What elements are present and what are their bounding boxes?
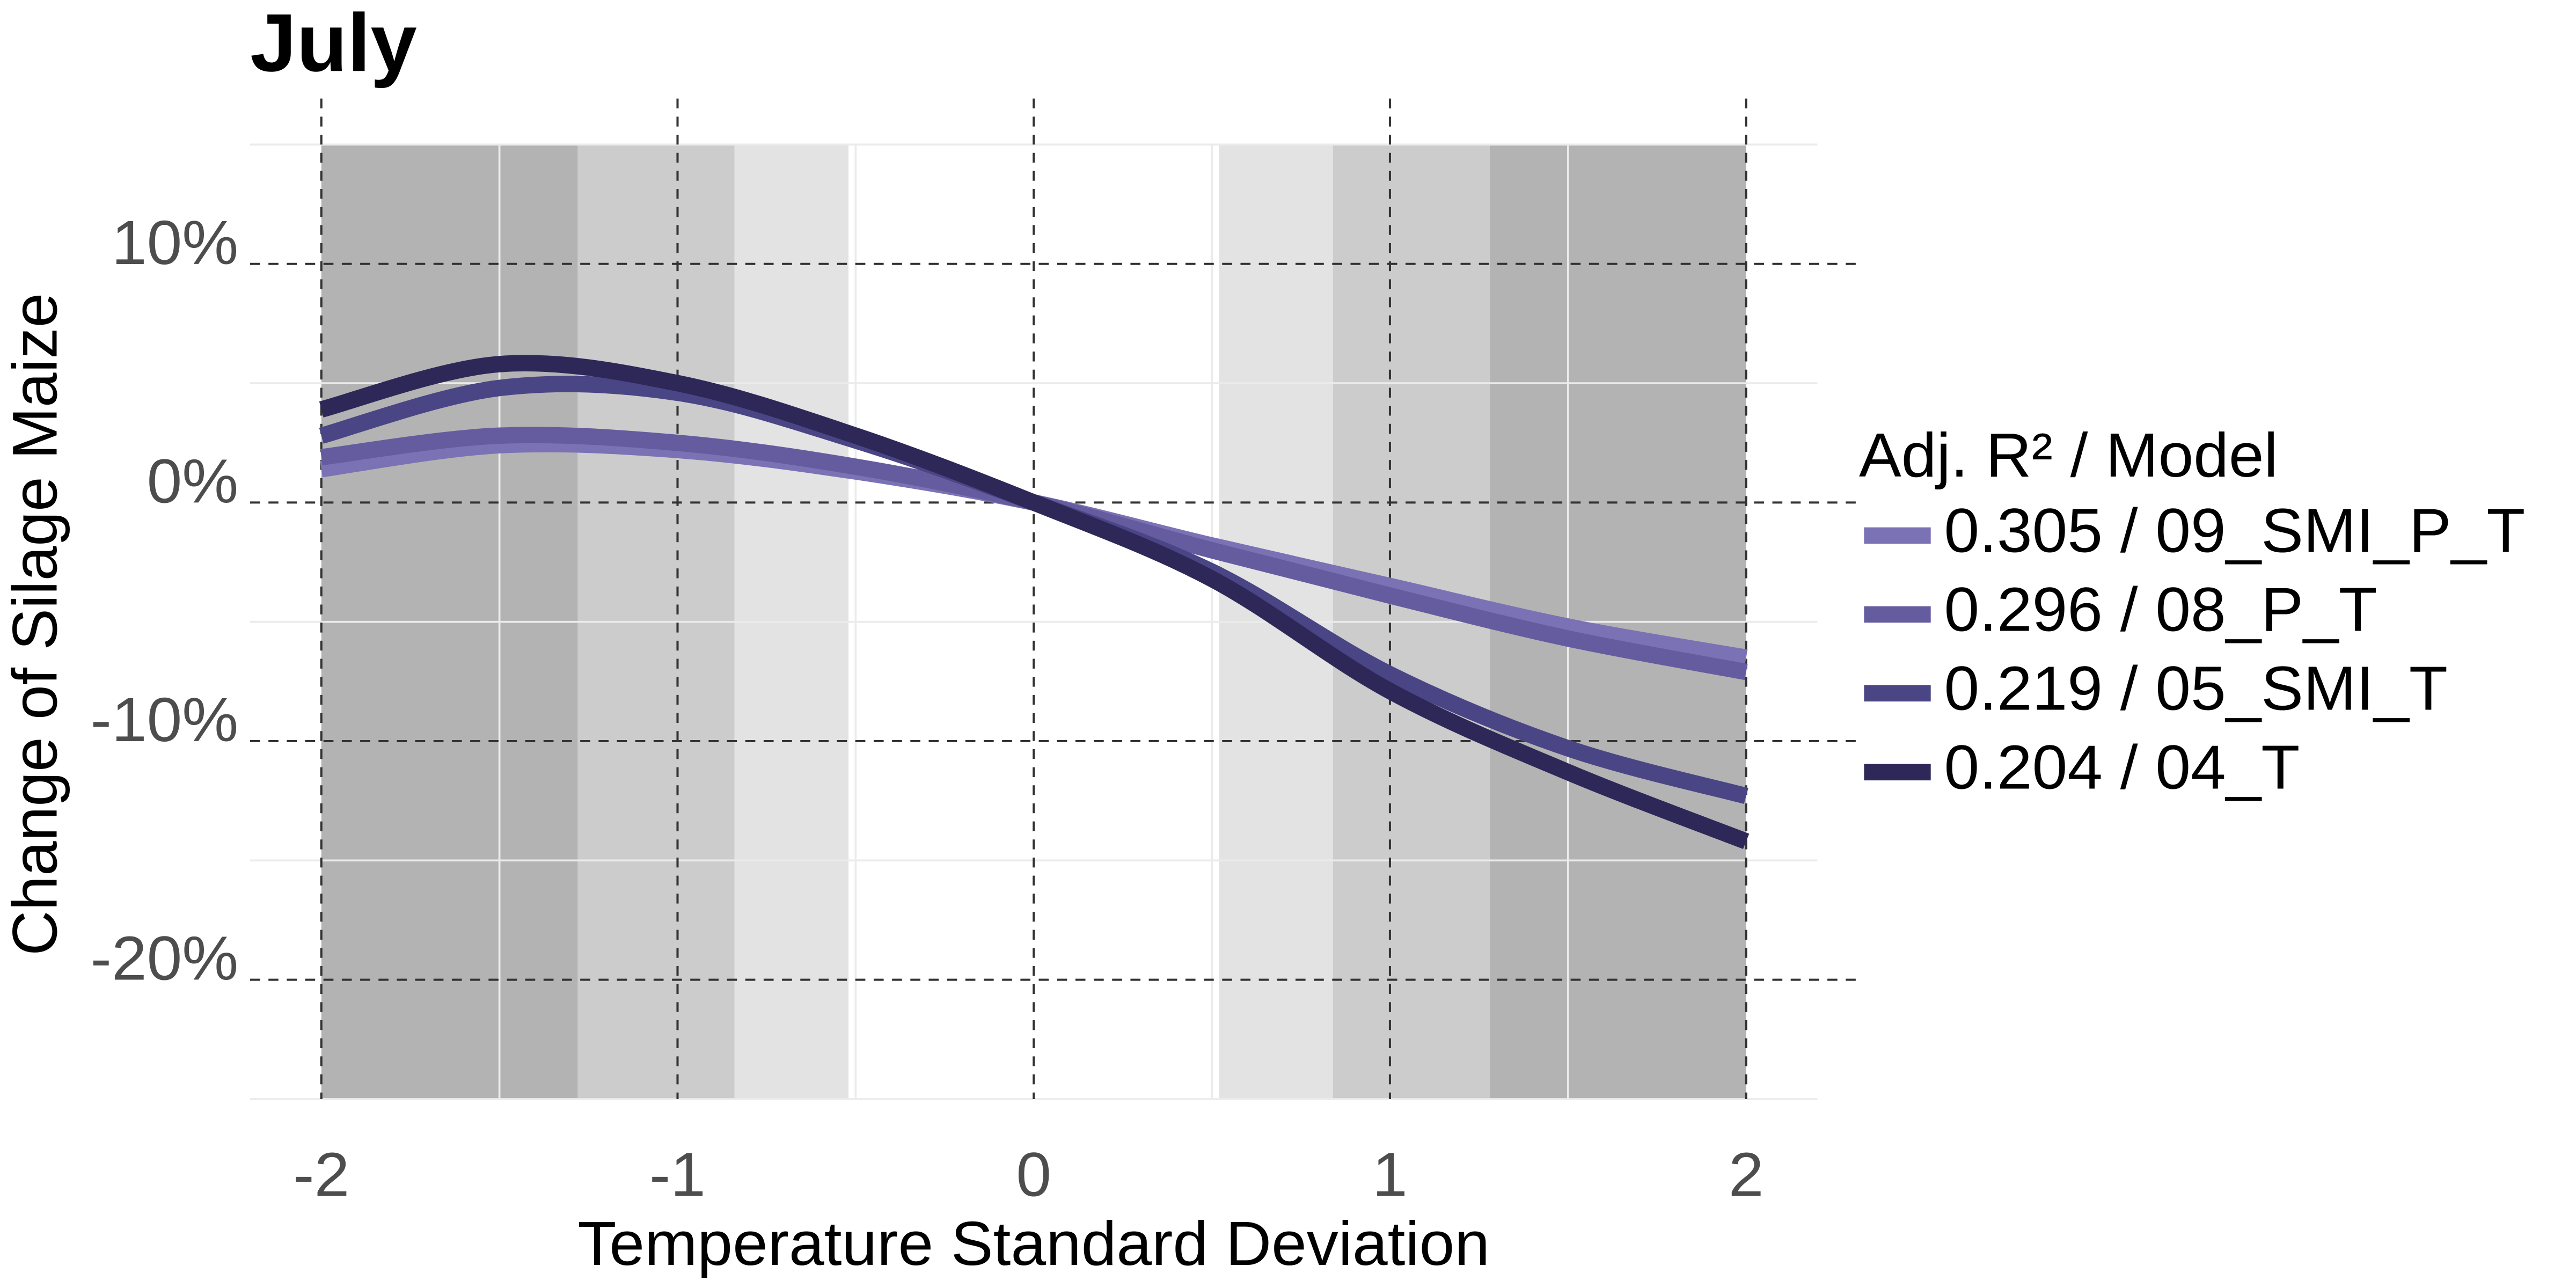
legend-title: Adj. R² / Model — [1859, 420, 2278, 490]
x-tick-label: 0 — [1016, 1139, 1051, 1209]
legend-label: 0.219 / 05_SMI_T — [1944, 653, 2448, 723]
legend-label: 0.305 / 09_SMI_P_T — [1944, 495, 2526, 565]
y-tick-label: 0% — [147, 446, 239, 516]
chart-title: July — [250, 0, 417, 89]
x-axis-title: Temperature Standard Deviation — [577, 1209, 1490, 1278]
x-tick-label: -1 — [649, 1139, 706, 1209]
y-tick-label: -10% — [91, 685, 239, 755]
x-tick-label: -2 — [293, 1139, 349, 1209]
x-tick-label: 1 — [1372, 1139, 1408, 1209]
series-line — [319, 355, 1750, 849]
y-axis-title: Change of Silage Maize — [0, 293, 70, 956]
legend-label: 0.204 / 04_T — [1944, 732, 2300, 802]
y-tick-label: 10% — [112, 208, 238, 277]
legend-label: 0.296 / 08_P_T — [1944, 574, 2377, 644]
y-tick-label: -20% — [91, 924, 239, 993]
x-tick-label: 2 — [1729, 1139, 1764, 1209]
